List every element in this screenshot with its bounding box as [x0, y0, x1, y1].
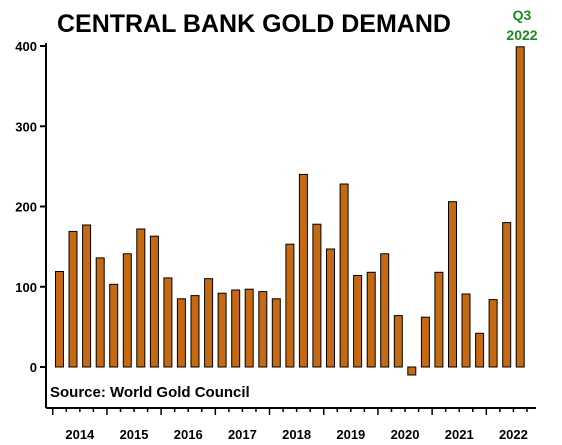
bar-series: [55, 46, 525, 376]
x-tick-label: 2014: [65, 427, 95, 442]
bar: [380, 253, 390, 368]
bar: [420, 316, 430, 368]
bar: [95, 257, 105, 368]
bar: [190, 295, 200, 368]
y-tick-label: 400: [15, 39, 37, 54]
y-tick-label: 0: [30, 360, 37, 375]
x-tick-label: 2018: [282, 427, 311, 442]
bar: [339, 183, 349, 368]
bar: [434, 271, 444, 368]
bar: [149, 235, 159, 368]
bar: [475, 332, 485, 368]
bar: [176, 298, 186, 368]
bar: [461, 293, 471, 368]
y-tick-label: 200: [15, 200, 37, 215]
bar: [298, 173, 308, 368]
bar: [82, 224, 92, 368]
x-axis: 2014 2015 2016 2017 2018 2019 2020 2021 2022: [46, 407, 536, 442]
y-axis: 0 100 200 300 400: [15, 39, 47, 408]
bar: [393, 315, 403, 368]
x-tick-label: 2016: [174, 427, 203, 442]
highlight-year: 2022: [506, 27, 537, 43]
x-tick-label: 2019: [336, 427, 365, 442]
bar: [515, 46, 525, 368]
bar: [407, 366, 417, 376]
x-tick-label: 2020: [391, 427, 420, 442]
chart-title: CENTRAL BANK GOLD DEMAND: [57, 10, 451, 38]
source-note: Source: World Gold Council: [50, 384, 250, 401]
bar: [312, 223, 322, 368]
bar: [55, 271, 64, 368]
bar: [136, 228, 146, 368]
bar: [285, 243, 295, 368]
bar: [122, 253, 132, 368]
y-tick-label: 100: [15, 280, 37, 295]
x-tick-label: 2021: [445, 427, 474, 442]
bar: [109, 283, 119, 368]
bar: [231, 289, 241, 368]
bar: [271, 298, 281, 368]
bar: [244, 288, 254, 368]
bar: [488, 299, 498, 368]
x-tick-label: 2015: [120, 427, 149, 442]
bar: [448, 201, 457, 368]
bar: [217, 292, 227, 368]
bar: [68, 230, 78, 368]
bar: [353, 275, 363, 368]
x-tick-label: 2022: [499, 427, 528, 442]
bar: [204, 278, 214, 368]
bar: [258, 291, 268, 368]
highlight-quarter: Q3: [513, 7, 532, 23]
bar: [326, 248, 335, 368]
bar: [502, 222, 512, 368]
y-tick-label: 300: [15, 119, 37, 134]
bar: [163, 277, 173, 368]
bar: [366, 271, 376, 368]
x-tick-label: 2017: [228, 427, 257, 442]
